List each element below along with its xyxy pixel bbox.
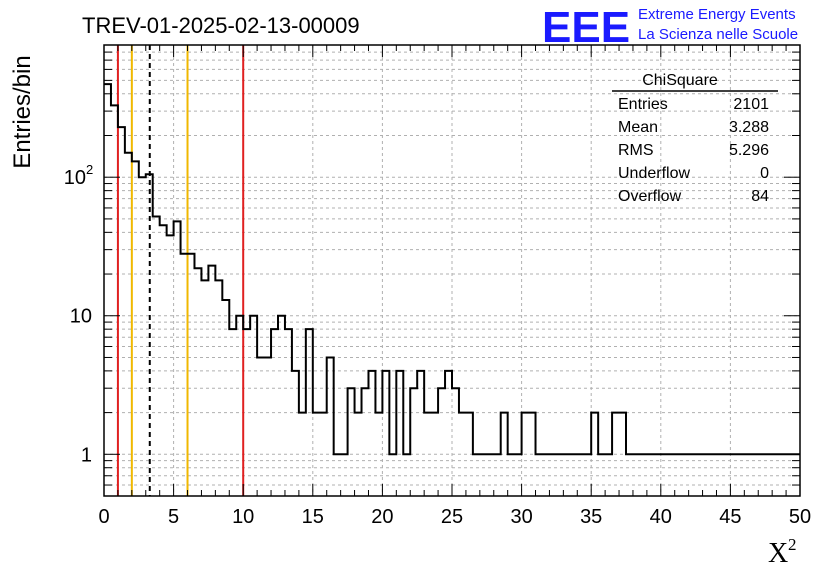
- x-tick-label: 20: [371, 506, 393, 528]
- x-tick-label: 25: [441, 506, 463, 528]
- stats-row-label: Underflow: [618, 165, 690, 182]
- x-tick-label: 50: [789, 506, 811, 528]
- stats-title: ChiSquare: [642, 72, 718, 89]
- y-tick-label: 10: [70, 306, 92, 328]
- x-axis-label: X 2: [768, 535, 797, 569]
- y-tick-label: 1: [81, 444, 92, 466]
- y-tick-label: 10: [64, 167, 86, 189]
- axis-ticks: [103, 45, 801, 496]
- x-tick-label: 35: [580, 506, 602, 528]
- stats-row-value: 84: [751, 188, 769, 205]
- x-tick-label: 15: [302, 506, 324, 528]
- eee-logo: EEE Extreme Energy Events La Scienza nel…: [542, 3, 798, 52]
- stats-row-value: 5.296: [729, 142, 769, 159]
- y-axis-label: Entries/bin: [9, 55, 36, 168]
- svg-text:2: 2: [788, 535, 797, 554]
- stats-row-value: 2101: [733, 96, 769, 113]
- stats-box: ChiSquare Entries 2101 Mean 3.288 RMS 5.296 Un…: [612, 72, 778, 205]
- stats-row-label: RMS: [618, 142, 654, 159]
- x-tick-label: 40: [650, 506, 672, 528]
- eee-logo-mark: EEE: [542, 3, 630, 52]
- x-tick-label: 45: [719, 506, 741, 528]
- stats-row-value: 0: [760, 165, 769, 182]
- x-tick-label: 5: [168, 506, 179, 528]
- stats-row-label: Entries: [618, 96, 668, 113]
- chart-title: TREV-01-2025-02-13-00009: [82, 13, 360, 38]
- histogram-series: [104, 83, 800, 456]
- stats-row-value: 3.288: [729, 119, 769, 136]
- reference-lines: [116, 45, 245, 496]
- x-tick-label: 0: [98, 506, 109, 528]
- x-tick-label: 10: [232, 506, 254, 528]
- x-tick-label: 30: [510, 506, 532, 528]
- svg-text:X: X: [768, 538, 788, 569]
- stats-row-label: Overflow: [618, 188, 682, 205]
- x-tick-labels: 0 5 10 15 20 25 30 35 40 45 50: [98, 506, 811, 528]
- stats-row-label: Mean: [618, 119, 658, 136]
- y-tick-label-exponent: 2: [86, 162, 93, 177]
- eee-logo-line2: La Scienza nelle Scuole: [638, 26, 798, 43]
- eee-logo-line1: Extreme Energy Events: [638, 6, 796, 23]
